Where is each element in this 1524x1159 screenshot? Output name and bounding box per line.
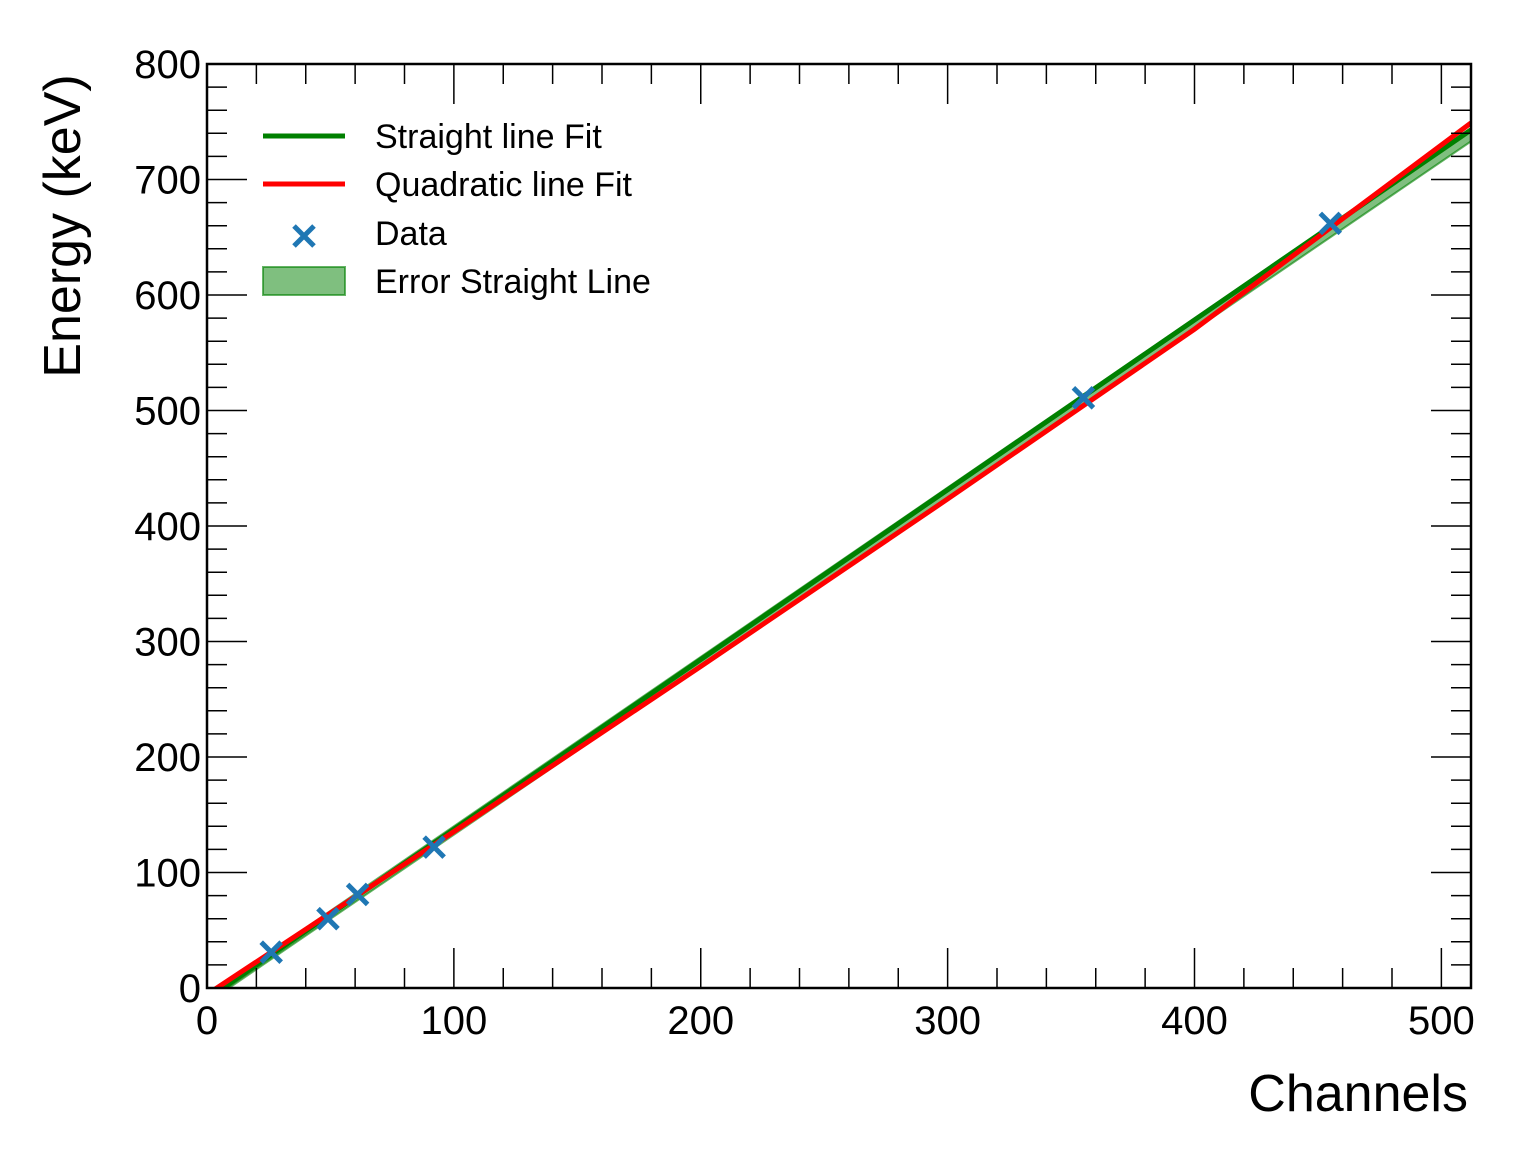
legend: Straight line Fit Quadratic line Fit Data E… — [262, 118, 651, 301]
data-point — [259, 940, 283, 964]
legend-label-error: Error Straight Line — [375, 263, 651, 301]
y-tick-label: 300 — [134, 621, 201, 665]
x-tick-label: 400 — [1161, 999, 1228, 1043]
quadratic-line-fit — [212, 120, 1471, 988]
legend-label-straight: Straight line Fit — [375, 118, 602, 156]
y-tick-label: 700 — [134, 159, 201, 203]
axis-ticks — [206, 63, 1471, 989]
y-tick-label: 400 — [134, 505, 201, 549]
y-axis-title: Energy (keV) — [34, 74, 92, 377]
legend-label-data: Data — [375, 215, 447, 253]
x-tick-label: 500 — [1408, 999, 1475, 1043]
x-tick-label: 200 — [667, 999, 734, 1043]
y-tick-label: 0 — [179, 967, 201, 1011]
legend-band-swatch — [262, 266, 346, 296]
x-axis-title: Channels — [1248, 1065, 1468, 1123]
data-point — [422, 835, 446, 859]
plot-area — [212, 120, 1471, 988]
x-tick-label: 0 — [196, 999, 218, 1043]
data-point — [1071, 386, 1096, 410]
data-point — [1318, 211, 1343, 236]
y-tick-label: 600 — [134, 274, 201, 318]
x-tick-label: 300 — [914, 999, 981, 1043]
y-tick-label: 500 — [134, 390, 201, 434]
plot-frame — [205, 62, 1473, 990]
data-point — [316, 906, 340, 931]
x-tick-label: 100 — [421, 999, 488, 1043]
legend-label-quadratic: Quadratic line Fit — [375, 166, 633, 204]
tick-labels: 0 100 200 300 400 500 0 100 200 300 400 500 600 700 80… — [134, 43, 1475, 1043]
data-point — [345, 882, 370, 907]
legend-data-marker — [292, 224, 316, 248]
y-tick-label: 100 — [134, 852, 201, 896]
y-tick-label: 200 — [134, 736, 201, 780]
y-tick-label: 800 — [134, 43, 201, 87]
